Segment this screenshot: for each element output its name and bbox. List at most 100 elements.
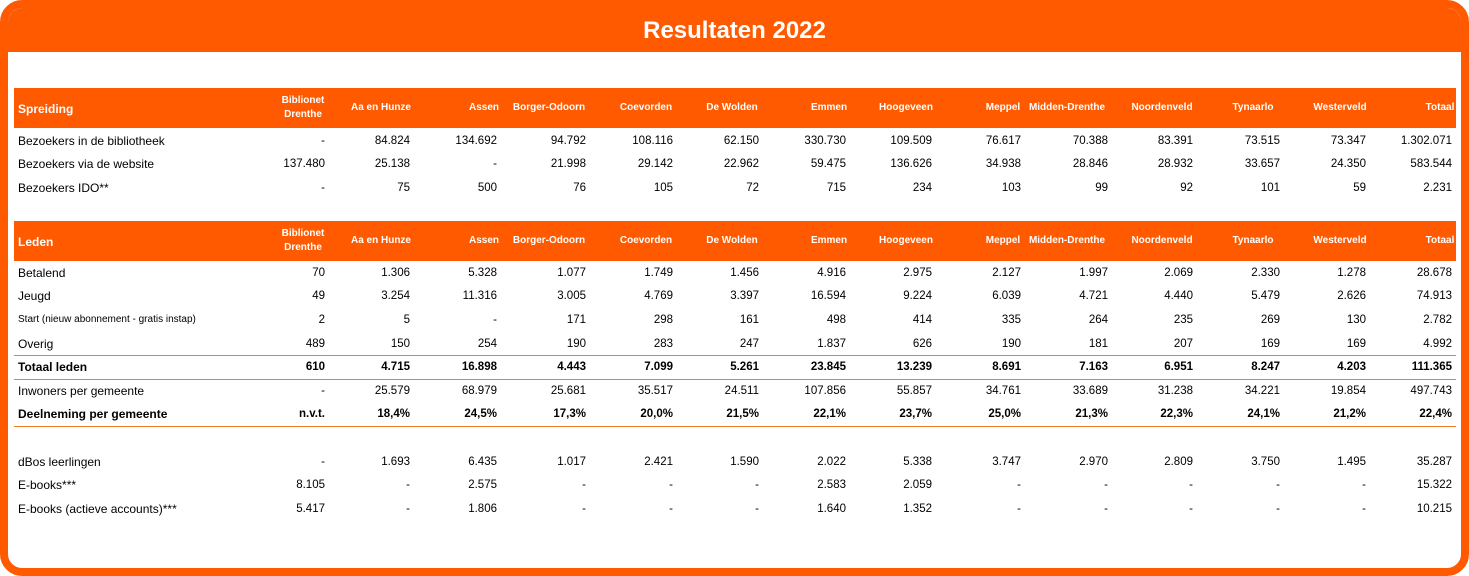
cell-value: 235: [1173, 314, 1193, 326]
cell-value: 330.730: [804, 134, 846, 147]
column-header: Emmen: [810, 102, 848, 113]
cell-value: 62.150: [723, 134, 759, 147]
cell-value: 10.215: [1416, 502, 1452, 515]
cell-value: 8.247: [1251, 361, 1280, 374]
cell-value: 22,3%: [1160, 408, 1193, 421]
cell-value: 3.254: [381, 290, 410, 303]
cell-value: 2.231: [1423, 181, 1452, 194]
cell-value: 1.352: [903, 502, 932, 515]
row-label: Bezoekers via de website: [18, 157, 155, 172]
cell-value: 2.626: [1337, 290, 1366, 303]
column-header: Tynaarlo: [1232, 102, 1274, 113]
cell-value: 25.138: [374, 158, 410, 171]
cell-value: 16.594: [810, 290, 846, 303]
cell-value: 59.475: [810, 158, 846, 171]
cell-value: 23,7%: [899, 408, 932, 421]
cell-value: 13.239: [896, 361, 932, 374]
column-header: Meppel: [985, 102, 1021, 113]
cell-value: 489: [305, 337, 325, 350]
row-label: Bezoekers IDO**: [18, 180, 109, 195]
cell-value: 9.224: [903, 290, 932, 303]
cell-value: 1.278: [1337, 266, 1366, 279]
row-label: Overig: [18, 336, 54, 351]
cell-value: 1.693: [381, 455, 410, 468]
cell-value: 4.715: [381, 361, 410, 374]
cell-value: 498: [826, 314, 846, 326]
cell-value: 28.678: [1416, 266, 1452, 279]
cell-value: 335: [1001, 314, 1021, 326]
cell-value: -: [1362, 479, 1366, 492]
cell-value: 583.544: [1410, 158, 1452, 171]
cell-value: 33.689: [1072, 384, 1108, 397]
cell-value: 4.992: [1423, 337, 1452, 350]
cell-value: 2.022: [817, 455, 846, 468]
column-header: Emmen: [810, 235, 848, 246]
cell-value: 1.997: [1079, 266, 1108, 279]
cell-value: 5.479: [1251, 290, 1280, 303]
cell-value: 6.435: [468, 455, 497, 468]
cell-value: 190: [1001, 337, 1021, 350]
cell-value: 5.328: [468, 266, 497, 279]
cell-value: 31.238: [1157, 384, 1193, 397]
cell-value: 55.857: [896, 384, 932, 397]
cell-value: -: [582, 479, 586, 492]
cell-value: 25.579: [374, 384, 410, 397]
cell-value: 4.916: [817, 266, 846, 279]
column-header: Hoogeveen: [879, 102, 933, 113]
cell-value: 6.951: [1164, 361, 1193, 374]
column-header: Noordenveld: [1131, 235, 1193, 246]
cell-value: 28.932: [1157, 158, 1193, 171]
cell-value: 4.440: [1164, 290, 1193, 303]
cell-value: 24.350: [1330, 158, 1366, 171]
cell-value: 4.769: [644, 290, 673, 303]
cell-value: 76.617: [985, 134, 1021, 147]
cell-value: 169: [1260, 337, 1280, 350]
cell-value: 49: [312, 290, 325, 303]
column-header: Aa en Hunze: [350, 235, 411, 246]
cell-value: 59: [1353, 181, 1366, 194]
row-label: Inwoners per gemeente: [18, 383, 145, 398]
cell-value: 283: [653, 337, 673, 350]
cell-value: 4.203: [1337, 361, 1366, 374]
cell-value: 3.747: [992, 455, 1021, 468]
cell-value: 4.721: [1079, 290, 1108, 303]
cell-value: 1.306: [381, 266, 410, 279]
cell-value: 5: [403, 314, 410, 326]
column-header: Assen: [468, 102, 499, 113]
column-header: De Wolden: [706, 235, 758, 246]
cell-value: 2.421: [644, 455, 673, 468]
cell-value: 500: [477, 181, 497, 194]
column-header: Midden-Drenthe: [1028, 235, 1106, 246]
cell-value: 161: [739, 314, 759, 326]
cell-value: 11.316: [462, 290, 497, 303]
cell-value: 24,1%: [1247, 408, 1280, 421]
cell-value: 103: [1001, 181, 1021, 194]
cell-value: 1.837: [817, 337, 846, 350]
cell-value: 105: [653, 181, 673, 194]
cell-value: 130: [1346, 314, 1366, 326]
cell-value: 2: [318, 314, 325, 326]
cell-value: 6.039: [992, 290, 1021, 303]
cell-value: 626: [912, 337, 932, 350]
cell-value: 25,0%: [988, 408, 1021, 421]
cell-value: 1.590: [730, 455, 759, 468]
cell-value: 1.806: [468, 502, 497, 515]
cell-value: -: [321, 384, 325, 397]
cell-value: 72: [746, 181, 759, 194]
cell-value: 2.970: [1079, 455, 1108, 468]
row-label: Totaal leden: [18, 360, 88, 375]
cell-value: -: [1362, 502, 1366, 515]
cell-value: 35.517: [637, 384, 673, 397]
cell-value: 101: [1260, 181, 1280, 194]
cell-value: 2.127: [992, 266, 1021, 279]
cell-value: 1.456: [730, 266, 759, 279]
cell-value: 22,4%: [1419, 408, 1452, 421]
cell-value: 20,0%: [640, 408, 673, 421]
cell-value: -: [1189, 479, 1193, 492]
row-rule: [14, 379, 1456, 380]
cell-value: 136.626: [890, 158, 932, 171]
cell-value: 21.998: [550, 158, 586, 171]
cell-value: 254: [477, 337, 497, 350]
cell-value: 169: [1346, 337, 1366, 350]
